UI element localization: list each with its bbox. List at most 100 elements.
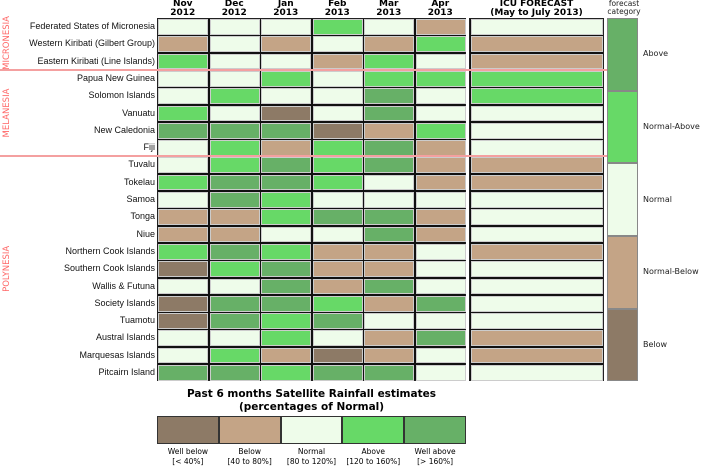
colorbar-range: [40 to 80%] (227, 457, 272, 466)
colorbar-label: Above (361, 447, 386, 456)
heatmap-cell (364, 88, 414, 104)
heatmap-cell (158, 209, 208, 226)
heatmap-cell (312, 174, 363, 191)
heatmap-cell (261, 88, 311, 104)
heatmap-cell (209, 261, 260, 277)
colorbar-title: Past 6 months Satellite Rainfall estimat… (187, 388, 436, 400)
row-label: New Caledonia (93, 124, 155, 135)
heatmap-cell (261, 347, 311, 364)
heatmap-cell (209, 88, 260, 104)
heatmap-cell (209, 53, 260, 70)
heatmap-cell (209, 105, 260, 122)
heatmap-cell (158, 105, 208, 122)
heatmap-cell (209, 226, 260, 243)
forecast-cell (470, 70, 603, 87)
heatmap-cell (364, 365, 414, 381)
heatmap-cell (261, 330, 311, 347)
row-label: Federated States of Micronesia (29, 21, 155, 31)
heatmap-cell (158, 157, 208, 174)
forecast-cell (470, 243, 603, 260)
heatmap-cell (312, 53, 363, 70)
heatmap-cell (312, 261, 363, 277)
heatmap-cell (312, 226, 363, 243)
column-header-year: 2013 (427, 8, 453, 18)
heatmap-cell (364, 330, 414, 347)
heatmap-cell (415, 330, 466, 347)
heatmap-cell (312, 122, 363, 139)
heatmap-cell (364, 122, 414, 139)
heatmap-cell (364, 174, 414, 191)
heatmap-cell (261, 36, 311, 53)
heatmap-cell (364, 243, 414, 260)
colorbar-range: [< 40%] (172, 457, 204, 466)
heatmap-cell (261, 53, 311, 70)
heatmap-cell (364, 53, 414, 70)
colorbar-swatch (342, 416, 405, 444)
row-label: Pitcairn Island (98, 367, 155, 377)
heatmap-cell (415, 295, 466, 312)
colorbar-swatch (218, 416, 281, 444)
heatmap-cell (415, 122, 466, 139)
heatmap-cell (158, 295, 208, 312)
forecast-cell (470, 209, 603, 226)
heatmap-cell (158, 278, 208, 295)
heatmap-cell (312, 278, 363, 295)
heatmap-cell (415, 226, 466, 243)
row-label: Society Islands (94, 297, 155, 308)
forecast-cell (470, 122, 603, 139)
heatmap-cell (209, 19, 260, 35)
heatmap-cell (415, 313, 466, 329)
heatmap-cell (209, 70, 260, 87)
forecast-legend-label: Normal-Below (643, 267, 699, 277)
row-label: Marquesas Islands (79, 349, 155, 360)
heatmap-cell (261, 70, 311, 87)
heatmap-cell (261, 140, 311, 156)
heatmap-cell (158, 226, 208, 243)
column-header-month: Dec (224, 0, 244, 9)
forecast-legend-swatch (607, 235, 638, 309)
heatmap-cell (415, 243, 466, 260)
heatmap-cell (209, 192, 260, 208)
heatmap-cell (261, 122, 311, 139)
colorbar-range: [80 to 120%] (286, 457, 337, 466)
forecast-legend-label: Normal-Above (643, 121, 700, 131)
forecast-cell (470, 278, 603, 295)
heatmap-cell (158, 70, 208, 87)
row-label: Niue (136, 228, 155, 239)
heatmap-cell (364, 36, 414, 53)
row-label: Fiji (143, 142, 156, 153)
heatmap-cell (209, 295, 260, 312)
column-header-year: 2013 (273, 8, 299, 18)
forecast-legend-swatch (607, 18, 638, 91)
colorbar-label: Below (238, 447, 261, 456)
heatmap-cell (415, 278, 466, 295)
heatmap-cell (261, 295, 311, 312)
heatmap-cell (209, 174, 260, 191)
column-header-month: Feb (328, 0, 347, 9)
forecast-legend-swatch (607, 90, 638, 164)
forecast-header: ICU FORECAST (499, 0, 574, 9)
heatmap-cell (209, 365, 260, 381)
forecast-cell (470, 36, 603, 53)
heatmap-cell (364, 226, 414, 243)
heatmap-cell (312, 19, 363, 35)
colorbar-swatch (280, 416, 343, 444)
grid-frame (157, 18, 466, 382)
heatmap-cell (312, 347, 363, 364)
heatmap-cell (312, 192, 363, 208)
heatmap-cell (415, 19, 466, 35)
forecast-legend-title: forecast (608, 0, 640, 8)
column-header-month: Apr (431, 0, 450, 9)
heatmap-cell (415, 70, 466, 87)
heatmap-cell (158, 174, 208, 191)
heatmap-cell (312, 105, 363, 122)
row-label: Eastern Kiribati (Line Islands) (37, 55, 155, 66)
heatmap-cell (312, 330, 363, 347)
heatmap-cell (364, 295, 414, 312)
heatmap-cell (364, 70, 414, 87)
heatmap-cell (415, 192, 466, 208)
heatmap-cell (415, 105, 466, 122)
column-header-month: Jan (277, 0, 294, 9)
row-label: Tuamotu (119, 315, 155, 326)
heatmap-cell (312, 70, 363, 87)
